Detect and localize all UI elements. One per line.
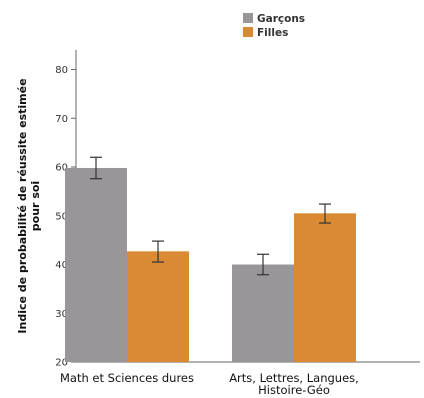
y-tick-label: 20 xyxy=(55,358,68,369)
y-tick-label: 80 xyxy=(55,65,68,76)
bar xyxy=(232,264,294,362)
bar xyxy=(127,251,189,362)
y-axis-title-line: Indice de probabilité de réussite estimé… xyxy=(16,78,29,333)
y-tick-label: 70 xyxy=(55,114,68,125)
bar xyxy=(294,213,356,362)
legend-swatch xyxy=(243,13,253,23)
y-tick-label: 50 xyxy=(55,211,68,222)
x-tick-label: Arts, Lettres, Langues, xyxy=(229,371,359,385)
legend-label: Garçons xyxy=(257,13,305,25)
legend-label: Filles xyxy=(257,27,288,39)
y-tick-label: 40 xyxy=(55,260,68,271)
y-axis-title-line: pour soi xyxy=(29,181,42,231)
y-axis-title: Indice de probabilité de réussite estimé… xyxy=(16,78,42,333)
y-tick-label: 30 xyxy=(55,309,68,320)
bar xyxy=(65,167,127,362)
legend-swatch xyxy=(243,27,253,37)
x-tick-label: Math et Sciences dures xyxy=(60,371,194,385)
y-tick-label: 60 xyxy=(55,163,68,174)
x-tick-label: Histoire-Géo xyxy=(258,383,330,397)
